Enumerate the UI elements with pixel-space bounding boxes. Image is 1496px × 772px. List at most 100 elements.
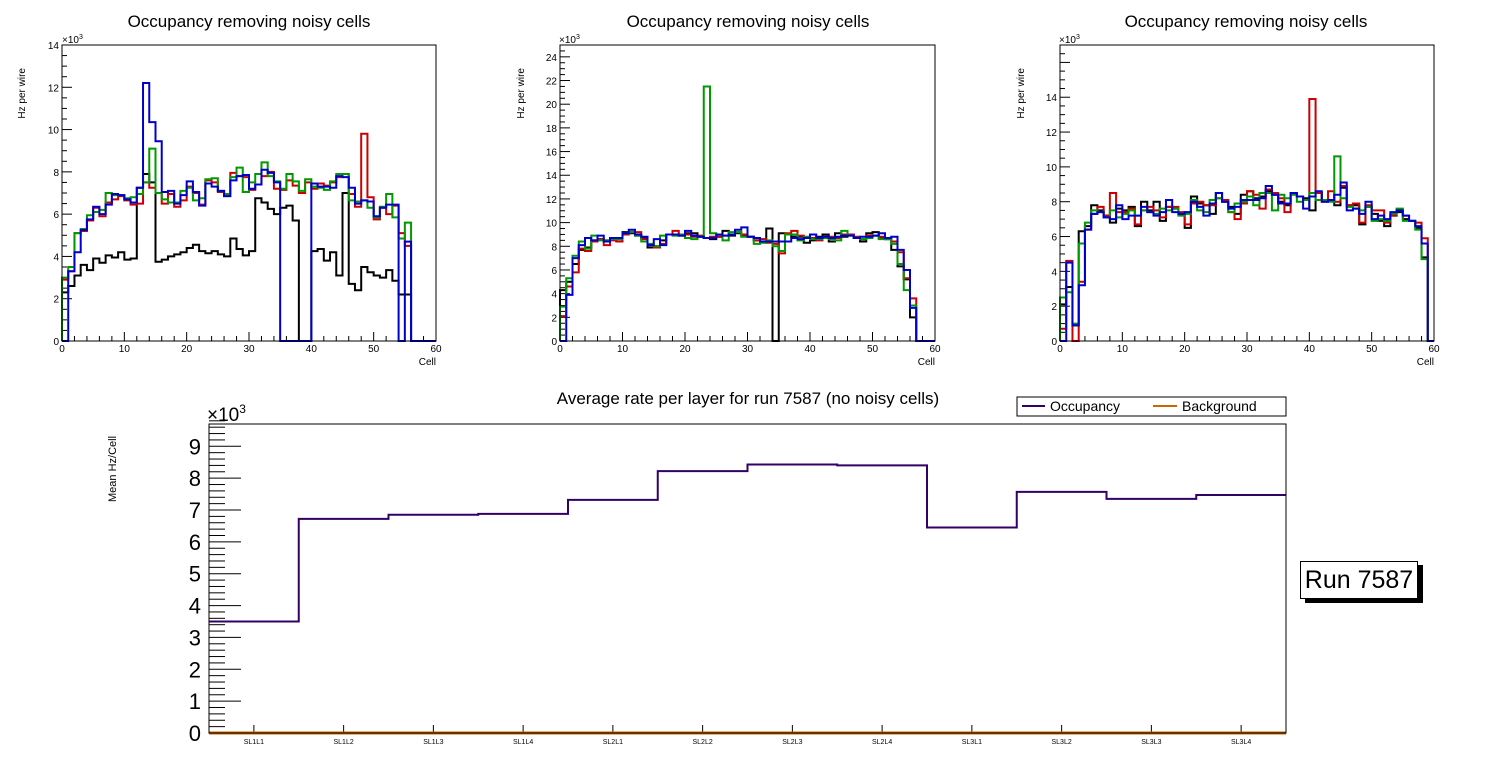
y-tick-label: 4 — [1051, 267, 1057, 278]
x-tick-label: SL1L4 — [513, 739, 533, 746]
panel-3-exponent: ×103 — [1059, 34, 1080, 46]
x-tick-label: 0 — [59, 344, 65, 355]
y-tick-label: 8 — [189, 466, 201, 491]
panel-3: Occupancy removing noisy cells Hz per wi… — [1016, 12, 1440, 368]
x-tick-label: SL1L1 — [244, 739, 264, 746]
summary-axes: 0 1 2 3 4 5 6 7 8 9 SL1L1 SL1L2 SL1L3 SL1L4 SL2L1 SL2L2… — [189, 420, 1251, 746]
panel-1-ylabel: Hz per wire — [17, 68, 28, 119]
x-tick-label: 0 — [1057, 344, 1063, 355]
y-tick-label: 14 — [1046, 93, 1058, 104]
y-tick-label: 18 — [546, 124, 558, 135]
x-tick-label: SL2L4 — [872, 739, 892, 746]
y-tick-label: 10 — [48, 126, 60, 137]
series-layer-1 — [61, 172, 436, 342]
x-tick-label: 50 — [368, 344, 380, 355]
series-layer-2 — [61, 132, 436, 342]
panel-1-axes: 0 10 20 30 40 50 60 0 2 4 6 8 10 12 14 — [48, 41, 442, 355]
y-tick-label: 4 — [53, 252, 59, 263]
y-tick-label: 24 — [546, 53, 558, 64]
y-tick-label: 2 — [53, 295, 59, 306]
y-tick-label: 5 — [189, 562, 201, 587]
y-tick-label: 2 — [189, 657, 201, 682]
series-layer-4 — [62, 82, 436, 342]
x-tick-label: SL2L1 — [603, 739, 623, 746]
legend: Occupancy Background — [1016, 396, 1287, 417]
x-tick-label: 40 — [306, 344, 318, 355]
y-tick-label: 8 — [551, 242, 557, 253]
y-tick-label: 3 — [189, 625, 201, 650]
y-tick-label: 6 — [189, 530, 201, 555]
y-tick-label: 22 — [546, 77, 558, 88]
series-layer-2 — [1059, 97, 1434, 342]
y-tick-label: 14 — [546, 171, 558, 182]
y-tick-label: 9 — [189, 434, 201, 459]
x-tick-label: 20 — [1179, 344, 1191, 355]
y-tick-label: 10 — [1046, 163, 1058, 174]
y-tick-label: 0 — [1051, 337, 1057, 348]
x-tick-label: 10 — [617, 344, 629, 355]
summary-frame — [208, 423, 1287, 734]
series-layer-4 — [1060, 181, 1434, 342]
y-tick-label: 4 — [551, 290, 557, 301]
x-tick-label: SL3L3 — [1141, 739, 1161, 746]
y-tick-label: 7 — [189, 498, 201, 523]
legend-background-label: Background — [1182, 398, 1257, 414]
panel-3-xlabel: Cell — [1417, 357, 1434, 368]
y-tick-label: 16 — [546, 148, 558, 159]
series-occupancy — [209, 463, 1286, 623]
y-tick-label: 0 — [551, 337, 557, 348]
x-tick-label: SL3L1 — [962, 739, 982, 746]
run-label-box: Run 7587 — [1300, 561, 1418, 599]
summary-exponent: ×103 — [207, 402, 246, 426]
summary-ylabel: Mean Hz/Cell — [107, 436, 119, 502]
x-tick-label: 20 — [679, 344, 691, 355]
panel-2-ylabel: Hz per wire — [516, 68, 527, 119]
summary-title: Average rate per layer for run 7587 (no … — [557, 389, 939, 408]
panel-2: Occupancy removing noisy cells Hz per wi… — [516, 12, 941, 368]
x-tick-label: SL2L3 — [782, 739, 802, 746]
panel-3-title: Occupancy removing noisy cells — [1125, 12, 1368, 31]
x-tick-label: 30 — [1241, 344, 1253, 355]
y-tick-label: 6 — [1051, 233, 1057, 244]
panel-2-exponent: ×103 — [559, 34, 580, 46]
x-tick-label: 60 — [430, 344, 442, 355]
x-tick-label: 50 — [1366, 344, 1378, 355]
y-tick-label: 0 — [53, 337, 59, 348]
panel-1-frame — [61, 44, 437, 342]
x-tick-label: 50 — [867, 344, 879, 355]
series-layer-3 — [1059, 155, 1434, 342]
y-tick-label: 12 — [48, 83, 60, 94]
x-tick-label: SL2L2 — [693, 739, 713, 746]
y-tick-label: 6 — [53, 210, 59, 221]
legend-box — [1016, 396, 1287, 417]
y-tick-label: 1 — [189, 689, 201, 714]
panel-3-series — [1059, 97, 1434, 342]
summary-chart: Average rate per layer for run 7587 (no … — [107, 389, 1287, 746]
panel-3-frame — [1059, 44, 1435, 342]
y-tick-label: 8 — [1051, 198, 1057, 209]
series-layer-1 — [559, 227, 935, 342]
legend-occupancy-label: Occupancy — [1050, 398, 1120, 414]
y-tick-label: 12 — [1046, 128, 1058, 139]
panel-1-exponent: ×103 — [62, 34, 83, 46]
y-tick-label: 14 — [48, 41, 60, 52]
y-tick-label: 6 — [551, 266, 557, 277]
x-tick-label: SL3L2 — [1052, 739, 1072, 746]
panel-2-xlabel: Cell — [918, 357, 935, 368]
y-tick-label: 8 — [53, 168, 59, 179]
summary-series — [209, 463, 1286, 735]
y-tick-label: 4 — [189, 594, 201, 619]
x-tick-label: 10 — [1117, 344, 1129, 355]
panel-1: Occupancy removing noisy cells Hz per wi… — [17, 12, 442, 368]
panel-2-title: Occupancy removing noisy cells — [627, 12, 870, 31]
series-layer-2 — [559, 229, 935, 342]
series-layer-3 — [559, 85, 935, 342]
y-tick-label: 12 — [546, 195, 558, 206]
x-tick-label: 20 — [181, 344, 193, 355]
x-tick-label: SL1L2 — [334, 739, 354, 746]
x-tick-label: SL1L3 — [423, 739, 443, 746]
panel-1-xlabel: Cell — [419, 357, 436, 368]
y-tick-label: 2 — [551, 313, 557, 324]
panel-1-title: Occupancy removing noisy cells — [128, 12, 371, 31]
